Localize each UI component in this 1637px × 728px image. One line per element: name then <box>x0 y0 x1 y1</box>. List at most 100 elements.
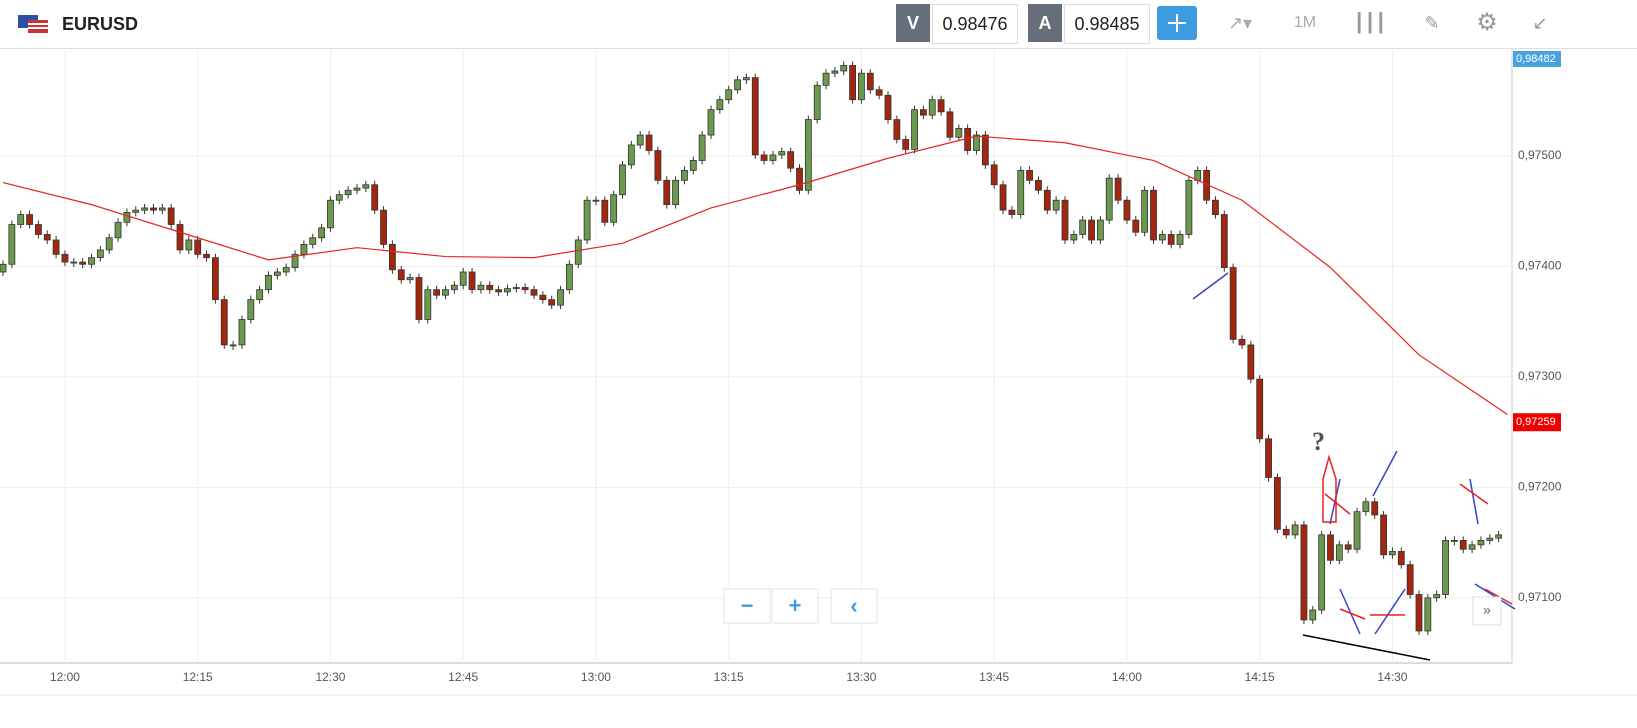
candle <box>1150 189 1157 241</box>
candle <box>831 70 839 74</box>
candle <box>601 199 609 223</box>
candle <box>167 207 175 225</box>
y-tick-label: 0,97200 <box>1518 480 1562 494</box>
candle <box>335 194 343 201</box>
sell-price: 0.98476 <box>932 4 1018 44</box>
candle <box>1389 551 1396 556</box>
y-tick-label: 0,97300 <box>1518 369 1562 383</box>
candle <box>627 144 635 166</box>
candle <box>1450 539 1458 542</box>
candle <box>88 257 95 265</box>
candle <box>672 179 679 206</box>
y-tick-label: 0,97100 <box>1518 590 1562 604</box>
candle <box>1495 534 1503 539</box>
candle <box>353 187 361 191</box>
candle <box>380 209 387 245</box>
y-tick-label: 0,97500 <box>1518 148 1562 162</box>
candle <box>495 289 503 293</box>
candle <box>477 284 485 291</box>
candle <box>1114 177 1122 201</box>
candle <box>150 207 157 211</box>
share-icon: ‹ <box>850 593 857 618</box>
candle <box>610 194 618 223</box>
candle <box>742 77 750 81</box>
candle <box>1052 199 1060 211</box>
candle <box>840 65 848 72</box>
candle <box>318 227 326 239</box>
symbol: EURUSD <box>62 14 139 34</box>
candle <box>1096 219 1104 241</box>
candle <box>1397 551 1405 566</box>
annotation <box>1339 588 1361 635</box>
last-price-tag <box>1513 413 1561 432</box>
candle <box>689 160 697 171</box>
candle <box>1380 514 1387 556</box>
candle <box>928 99 936 116</box>
candle <box>1282 528 1290 536</box>
zoom-out-button[interactable] <box>723 588 771 624</box>
candle <box>0 263 7 273</box>
candle <box>1362 501 1370 513</box>
candle <box>539 294 547 301</box>
draw-button[interactable]: ✎ <box>1424 13 1440 33</box>
candle <box>1335 544 1343 561</box>
candle <box>1327 534 1334 561</box>
candle <box>433 289 441 296</box>
candle <box>256 289 264 301</box>
x-tick-label: 12:30 <box>315 670 345 684</box>
share-button[interactable] <box>830 588 878 624</box>
candle <box>716 99 724 111</box>
candle <box>96 249 104 259</box>
zoom-in-icon: + <box>789 593 802 618</box>
zoom-in-button[interactable] <box>771 588 819 624</box>
candle <box>566 263 573 291</box>
candle <box>1212 199 1219 215</box>
candle <box>557 289 564 306</box>
candle <box>371 184 379 211</box>
candle <box>1273 477 1281 530</box>
candle <box>530 289 538 296</box>
candle <box>884 94 892 120</box>
candle <box>813 84 821 120</box>
settings-button[interactable]: ⚙ <box>1476 9 1498 36</box>
candle <box>946 111 954 138</box>
candle <box>1079 219 1087 235</box>
candle <box>636 134 644 146</box>
candle <box>1344 544 1352 550</box>
candle <box>1415 594 1423 632</box>
x-tick-label: 12:00 <box>50 670 80 684</box>
annotation <box>1322 454 1337 523</box>
candle <box>1265 438 1272 478</box>
candle <box>1238 338 1246 346</box>
candle <box>1158 234 1166 241</box>
candle <box>8 224 16 265</box>
sell-button[interactable]: V <box>896 4 930 42</box>
candle <box>17 214 25 225</box>
buy-button[interactable]: A <box>1028 4 1062 42</box>
annotation <box>1374 588 1406 635</box>
collapse-button[interactable]: ↙ <box>1532 13 1548 33</box>
zoom-controls: − + ‹ <box>723 588 878 624</box>
candle <box>663 179 671 206</box>
candle <box>937 99 945 113</box>
candle <box>61 253 69 263</box>
candle <box>681 169 688 181</box>
candle <box>760 154 768 161</box>
candles-button[interactable]: ┃┃┃ <box>1353 13 1387 33</box>
crosshair-button[interactable] <box>1157 6 1197 40</box>
candle <box>1318 534 1326 611</box>
candle <box>645 134 653 151</box>
timeframe-button[interactable]: 1M <box>1293 14 1317 31</box>
x-tick-label: 14:30 <box>1377 670 1407 684</box>
candle <box>389 243 396 271</box>
candle <box>176 224 184 251</box>
expand-button[interactable] <box>1472 596 1502 626</box>
candle <box>424 289 432 320</box>
candle <box>1468 544 1476 550</box>
candle <box>919 109 927 116</box>
candle <box>282 267 290 273</box>
candle <box>698 134 706 161</box>
candle <box>893 119 901 140</box>
candle <box>1026 169 1033 181</box>
chart-type-button[interactable]: ↗▾ <box>1227 13 1253 33</box>
